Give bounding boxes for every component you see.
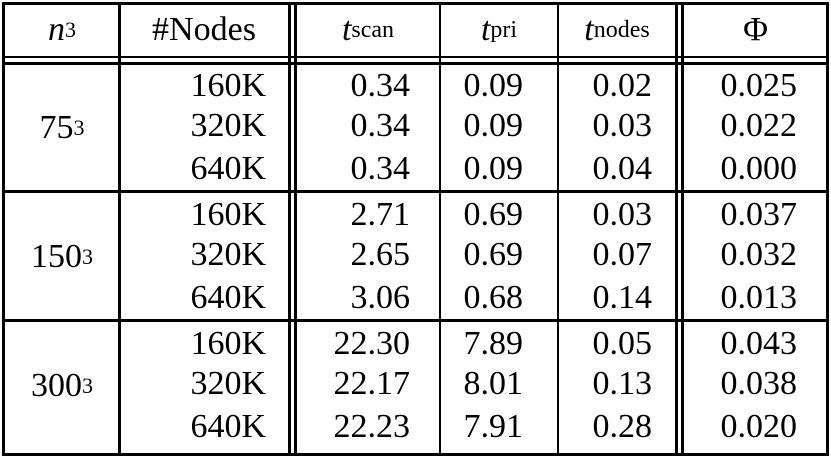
- group-label-base: 150: [31, 237, 82, 275]
- rule-col-5b: [681, 2, 684, 456]
- table-cell-t-nodes: 0.02: [592, 67, 653, 104]
- table-cell-nodes: 640K: [190, 408, 266, 445]
- table-cell-phi: 0.025: [720, 67, 798, 104]
- table-cell-t-pri: 0.69: [463, 236, 524, 273]
- rule-group-1: [2, 190, 829, 193]
- table-cell-t-nodes: 0.28: [592, 408, 653, 445]
- rule-group-2: [2, 319, 829, 322]
- table-cell-phi: 0.022: [720, 107, 798, 144]
- table-cell-phi: 0.000: [720, 150, 798, 187]
- table-cell-t-pri: 7.91: [463, 408, 524, 445]
- table-cell-t-pri: 7.89: [463, 325, 524, 362]
- header-t-nodes-symbol: t: [584, 11, 594, 48]
- table-cell-phi: 0.013: [720, 279, 798, 316]
- table-cell-phi: 0.020: [720, 408, 798, 445]
- header-t-pri-symbol: t: [480, 11, 491, 48]
- table-cell-t-scan: 2.65: [350, 236, 411, 273]
- header-t-scan: t scan: [341, 11, 395, 48]
- table-cell-t-pri: 0.69: [463, 196, 524, 233]
- rule-col-1: [118, 2, 121, 456]
- rule-header-double: [2, 62, 829, 65]
- table-cell-t-nodes: 0.03: [592, 196, 653, 233]
- table-cell-t-nodes: 0.13: [592, 365, 653, 402]
- group-label: 300 3: [31, 366, 93, 404]
- table-cell-nodes: 320K: [190, 365, 266, 402]
- rule-top: [2, 2, 829, 5]
- table-cell-nodes: 640K: [190, 150, 266, 187]
- header-phi-label: Φ: [743, 11, 768, 48]
- rule-right: [826, 2, 829, 456]
- table-cell-t-scan: 22.23: [333, 408, 411, 445]
- rule-col-3: [439, 2, 441, 456]
- table-cell-t-nodes: 0.03: [592, 107, 653, 144]
- table-cell-phi: 0.043: [720, 325, 798, 362]
- header-t-nodes: t nodes: [584, 11, 650, 48]
- header-phi: Φ: [684, 4, 827, 56]
- table-cell-t-scan: 0.34: [350, 107, 411, 144]
- table-cell-t-scan: 2.71: [350, 196, 411, 233]
- table-cell-nodes: 160K: [190, 67, 266, 104]
- rule-col-4: [557, 2, 559, 456]
- table-cell-t-nodes: 0.04: [592, 150, 653, 187]
- table-cell-t-pri: 0.09: [463, 67, 524, 104]
- header-t-pri: t pri: [480, 11, 518, 48]
- rule-bottom: [2, 453, 829, 456]
- table-cell-t-pri: 0.68: [463, 279, 524, 316]
- rule-col-5a: [675, 2, 678, 456]
- table-cell-phi: 0.038: [720, 365, 798, 402]
- table-cell-t-scan: 22.17: [333, 365, 411, 402]
- table-cell-t-scan: 22.30: [333, 325, 411, 362]
- table-cell-nodes: 320K: [190, 107, 266, 144]
- table-cell-t-nodes: 0.05: [592, 325, 653, 362]
- table-cell-phi: 0.032: [720, 236, 798, 273]
- table-cell-t-nodes: 0.14: [592, 279, 653, 316]
- header-nodes-label: #Nodes: [152, 11, 256, 48]
- table-cell-phi: 0.037: [720, 196, 798, 233]
- header-nodes: #Nodes: [120, 4, 288, 56]
- table-cell-nodes: 640K: [190, 279, 266, 316]
- table-cell-t-scan: 0.34: [350, 67, 411, 104]
- table-cell-nodes: 160K: [190, 325, 266, 362]
- table-cell-t-nodes: 0.07: [592, 236, 653, 273]
- rule-col-2a: [288, 2, 291, 456]
- table-cell-t-scan: 0.34: [350, 150, 411, 187]
- table-cell-t-scan: 3.06: [350, 279, 411, 316]
- rule-left: [2, 2, 5, 456]
- table-cell-nodes: 160K: [190, 196, 266, 233]
- group-label: 75 3: [39, 108, 85, 146]
- table-cell-t-pri: 8.01: [463, 365, 524, 402]
- header-n-symbol: n: [48, 11, 65, 48]
- table-cell-nodes: 320K: [190, 236, 266, 273]
- rule-col-2b: [294, 2, 297, 456]
- group-label: 150 3: [31, 237, 93, 275]
- group-label-base: 75: [39, 108, 74, 146]
- group-label-base: 300: [31, 366, 82, 404]
- header-t-scan-symbol: t: [341, 11, 352, 48]
- table-cell-t-pri: 0.09: [463, 150, 524, 187]
- table-cell-t-pri: 0.09: [463, 107, 524, 144]
- rule-header-bottom: [2, 56, 829, 58]
